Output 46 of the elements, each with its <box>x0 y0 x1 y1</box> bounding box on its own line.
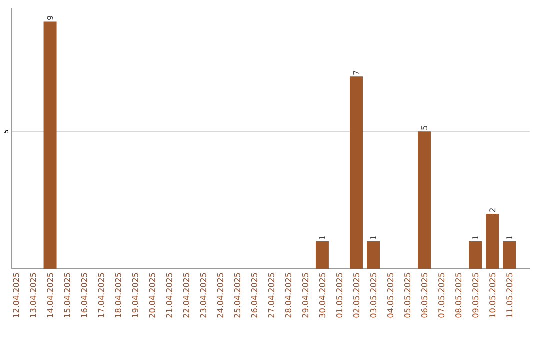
data-label: 1 <box>370 236 376 240</box>
x-tick-label: 22.04.2025 <box>183 273 190 318</box>
x-tick-label: 02.05.2025 <box>353 273 360 318</box>
x-tick-label: 07.05.2025 <box>438 273 445 318</box>
x-tick-label: 17.04.2025 <box>98 273 104 318</box>
x-tick-label: 03.05.2025 <box>370 273 377 318</box>
x-tick-label: 29.04.2025 <box>302 273 308 318</box>
x-tick-label: 27.04.2025 <box>268 273 274 318</box>
x-tick-label: 21.04.2025 <box>166 273 172 318</box>
x-tick-label: 05.05.2025 <box>404 273 411 318</box>
data-label: 1 <box>472 236 478 240</box>
bar <box>469 242 482 269</box>
x-tick-label: 01.05.2025 <box>336 273 342 318</box>
bar <box>503 242 516 269</box>
x-tick-label: 25.04.2025 <box>234 273 240 318</box>
x-tick-label: 16.04.2025 <box>81 273 88 318</box>
x-tick-label: 08.05.2025 <box>456 273 462 318</box>
x-tick-label: 11.05.2025 <box>506 273 513 318</box>
x-tick-label: 28.04.2025 <box>285 273 292 318</box>
x-tick-label: 18.04.2025 <box>115 273 122 318</box>
x-tick-label: 04.05.2025 <box>387 273 394 318</box>
data-label: 1 <box>320 236 326 240</box>
x-tick-label: 24.04.2025 <box>217 273 224 318</box>
x-tick-label: 19.04.2025 <box>132 273 138 318</box>
data-label: 7 <box>354 71 360 75</box>
data-label: 5 <box>422 126 428 130</box>
x-tick-label: 23.04.2025 <box>200 273 206 318</box>
x-tick-label: 14.04.2025 <box>47 273 54 318</box>
x-tick-label: 20.04.2025 <box>149 273 156 318</box>
x-tick-label: 06.05.2025 <box>422 273 428 318</box>
x-tick-label: 15.04.2025 <box>64 273 70 318</box>
bar <box>486 214 500 269</box>
data-label: 2 <box>490 208 496 212</box>
bar <box>316 242 329 269</box>
x-tick-label: 12.04.2025 <box>13 273 20 318</box>
x-tick-label: 13.04.2025 <box>30 273 36 318</box>
x-tick-label: 30.04.2025 <box>319 273 326 318</box>
data-label: 9 <box>47 16 54 20</box>
bar <box>44 22 57 269</box>
data-label: 1 <box>506 236 513 240</box>
x-tick-label: 26.04.2025 <box>251 273 258 318</box>
x-tick-label: 10.05.2025 <box>490 273 496 318</box>
bar <box>418 132 432 269</box>
bar <box>350 76 363 269</box>
x-tick-label: 09.05.2025 <box>472 273 479 318</box>
bar <box>367 242 380 269</box>
